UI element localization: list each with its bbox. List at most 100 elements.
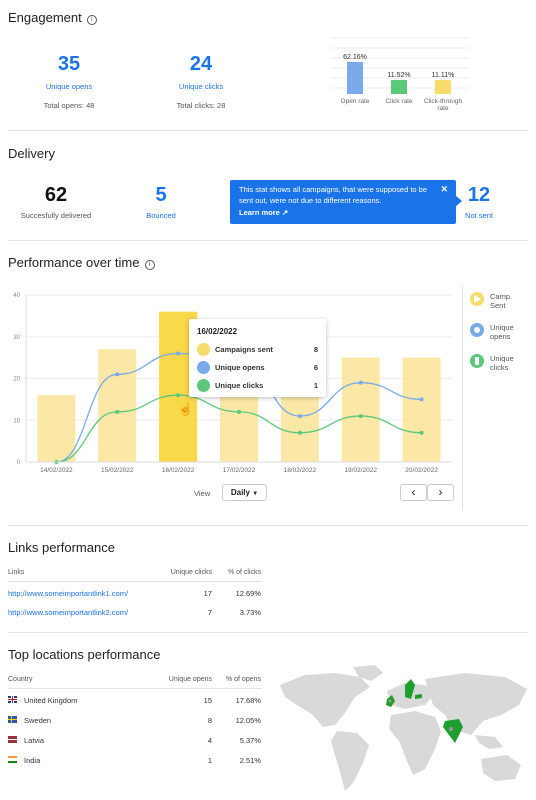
link-pct: 3.73% [239, 608, 261, 617]
chart-legend: Camp. Sent Unique opens Unique clicks [470, 292, 530, 372]
series-point[interactable] [115, 372, 120, 377]
bar-camp-sent[interactable] [37, 395, 76, 462]
prev-button[interactable]: ‹ [400, 484, 427, 501]
table-header-line [8, 688, 262, 689]
asia-shape [425, 673, 527, 735]
view-select[interactable]: Daily ▼ [222, 484, 267, 501]
series-point[interactable] [419, 397, 424, 402]
rate-value: 62.16% [343, 54, 367, 61]
link-url[interactable]: http://www.someimportantlink1.com/ [8, 589, 129, 598]
cursor-icon [197, 379, 210, 392]
unique-opens-label[interactable]: Unique opens [45, 82, 93, 91]
australia-shape [481, 755, 521, 781]
greenland-shape [353, 665, 383, 681]
x-tick-label: 16/02/2022 [162, 467, 195, 474]
india-shape [443, 719, 463, 743]
series-point[interactable] [358, 380, 363, 385]
info-icon[interactable]: i [86, 15, 97, 25]
total-opens: Total opens: 48 [43, 101, 95, 110]
series-point[interactable] [176, 351, 181, 356]
country-pct: 2.51% [239, 756, 261, 765]
legend-item-unique-clicks[interactable]: Unique clicks [470, 354, 530, 372]
users-icon [470, 323, 484, 337]
divider [8, 632, 528, 633]
bar-camp-sent[interactable] [98, 349, 137, 462]
bar-camp-sent[interactable] [341, 357, 380, 462]
col-header-pct-opens: % of opens [225, 676, 261, 683]
rates-chart: 62.16% 11.52% 11.11% [332, 37, 468, 94]
rate-value: 11.11% [432, 72, 455, 79]
series-point[interactable] [115, 409, 120, 414]
country-name: United Kingdom [24, 696, 78, 705]
delivery-title: Delivery [8, 146, 55, 161]
unique-clicks-label[interactable]: Unique clicks [178, 82, 224, 91]
close-icon[interactable]: ✕ [440, 184, 448, 194]
unique-clicks-value: 24 [189, 53, 213, 75]
info-icon[interactable]: i [144, 260, 155, 270]
rate-bar [391, 80, 407, 94]
y-tick-label: 40 [13, 293, 20, 299]
locations-title: Top locations performance [8, 647, 161, 662]
chevron-down-icon: ▼ [252, 491, 259, 497]
india-flag-icon [8, 756, 17, 763]
rate-bar [435, 80, 451, 94]
unique-opens-value: 35 [57, 53, 81, 75]
not-sent-value: 12 [467, 184, 491, 206]
country-pct: 5.37% [239, 736, 261, 745]
series-point[interactable] [297, 430, 302, 435]
tooltip-arrow [455, 195, 462, 207]
y-tick-label: 30 [13, 335, 20, 341]
legend-item-unique-opens[interactable]: Unique opens [470, 323, 530, 341]
bounced-label[interactable]: Bounced [146, 211, 176, 220]
bounced-value: 5 [155, 184, 167, 206]
legend-item-camp-sent[interactable]: Camp. Sent [470, 292, 530, 310]
country-opens: 4 [207, 736, 212, 745]
sweden-flag-icon [8, 716, 17, 723]
delivered-label: Succesfully delivered [20, 211, 92, 220]
series-point[interactable] [297, 414, 302, 419]
uk-flag-icon [8, 696, 17, 703]
next-button[interactable]: › [427, 484, 454, 501]
series-point[interactable] [419, 430, 424, 435]
total-clicks: Total clicks: 28 [176, 101, 226, 110]
paper-plane-icon [470, 292, 484, 306]
col-header-country: Country [8, 676, 33, 683]
divider [8, 525, 528, 526]
users-icon [197, 361, 210, 374]
link-pct: 12.69% [235, 589, 261, 598]
paper-plane-icon [197, 343, 210, 356]
link-url[interactable]: http://www.someimportantlink2.com/ [8, 608, 129, 617]
legend-divider [462, 285, 463, 510]
series-point[interactable] [237, 409, 241, 414]
country-opens: 15 [203, 696, 212, 705]
hover-row: Campaigns sent 8 [197, 343, 318, 356]
divider [8, 130, 528, 131]
hand-cursor-icon: ☝ [178, 402, 193, 416]
world-map [280, 665, 527, 791]
x-tick-label: 20/02/2022 [405, 467, 438, 474]
not-sent-label[interactable]: Not sent [465, 211, 493, 220]
learn-more-link[interactable]: Learn more ↗ [239, 208, 289, 217]
not-sent-tooltip: This stat shows all campaigns, that were… [230, 180, 456, 224]
performance-title: Performance over time i [8, 255, 155, 270]
col-header-unique-opens: Unique opens [168, 676, 212, 683]
open-rate-label: Open rate [340, 98, 370, 105]
ctr-label: Click-through rate [423, 98, 463, 112]
latvia-shape [415, 694, 422, 699]
rate-value: 11.52% [387, 72, 410, 79]
hover-date: 16/02/2022 [197, 327, 238, 336]
series-point[interactable] [176, 393, 181, 398]
engagement-title: Engagement i [8, 10, 97, 25]
north-america-shape [280, 673, 370, 727]
africa-shape [389, 711, 441, 775]
col-header-unique-clicks: Unique clicks [170, 569, 212, 576]
click-rate-label: Click rate [385, 98, 413, 105]
country-pct: 12.05% [235, 716, 261, 725]
y-tick-label: 20 [13, 377, 20, 383]
bar-camp-sent[interactable] [402, 357, 441, 462]
india-marker [449, 727, 453, 731]
chart-hover-card: 16/02/2022 Campaigns sent 8 Unique opens… [189, 319, 326, 397]
series-point[interactable] [358, 414, 363, 419]
col-header-pct-clicks: % of clicks [227, 569, 261, 576]
view-label: View [194, 489, 211, 498]
